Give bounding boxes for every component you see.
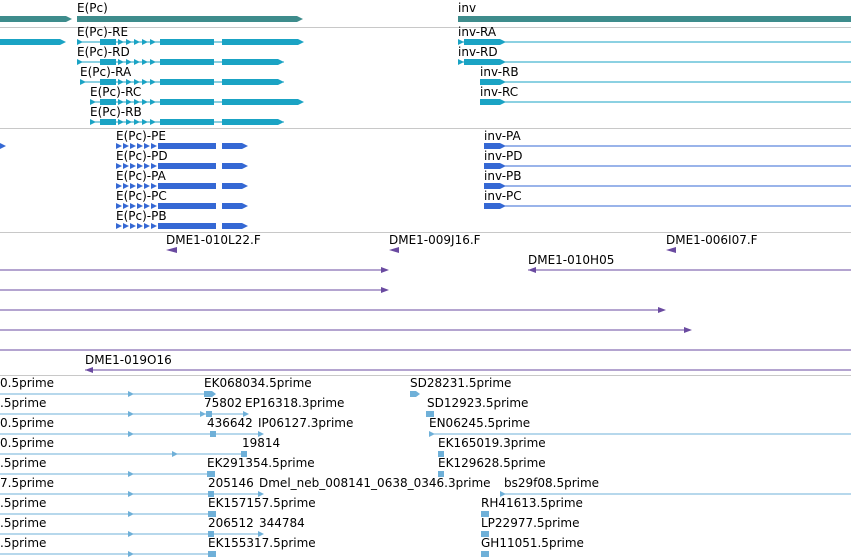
est-label[interactable]: EP16318.3prime	[245, 396, 345, 410]
est-label[interactable]: 7.5prime	[0, 476, 55, 490]
est-label[interactable]: Dmel_neb_008141_0638_0346.3prime	[259, 476, 491, 490]
est-label[interactable]: 0.5prime	[0, 416, 55, 430]
est-label[interactable]: bs29f08.5prime	[504, 476, 600, 490]
transcript-label[interactable]: E(Pc)-RD	[77, 45, 130, 59]
protein-label[interactable]: E(Pc)-PC	[116, 189, 167, 203]
transcript-label[interactable]: E(Pc)-RC	[90, 85, 142, 99]
est-label[interactable]: 344784	[259, 516, 305, 530]
est-label[interactable]: .5prime	[0, 496, 47, 510]
clone-label[interactable]: DME1-006I07.F	[666, 233, 758, 247]
transcript-label[interactable]: E(Pc)-RA	[80, 65, 132, 79]
est-label[interactable]: 205146	[208, 476, 254, 490]
est-label[interactable]: EK165019.3prime	[438, 436, 546, 450]
gene-feature-arrow	[66, 16, 72, 22]
clone-label[interactable]: DME1-009J16.F	[389, 233, 481, 247]
est-label[interactable]: RH41613.5prime	[481, 496, 583, 510]
protein-label[interactable]: inv-PB	[484, 169, 522, 183]
est-label[interactable]: .5prime	[0, 396, 47, 410]
est-label[interactable]: EK068034.5prime	[204, 376, 312, 390]
est-label[interactable]: SD28231.5prime	[410, 376, 512, 390]
protein-label[interactable]: E(Pc)-PB	[116, 209, 167, 223]
est-label[interactable]: SD12923.5prime	[427, 396, 529, 410]
gene-feature-bar[interactable]	[0, 16, 66, 22]
est-label[interactable]: EK155317.5prime	[208, 536, 316, 550]
track-separator	[0, 375, 851, 376]
est-label[interactable]: EN06245.5prime	[429, 416, 531, 430]
est-label[interactable]: .5prime	[0, 516, 47, 530]
protein-label[interactable]: E(Pc)-PE	[116, 129, 166, 143]
est-label[interactable]: LP22977.5prime	[481, 516, 580, 530]
est-label[interactable]: 19814	[242, 436, 281, 450]
transcript-label[interactable]: inv-RD	[458, 45, 498, 59]
transcript-label[interactable]: inv-RB	[480, 65, 519, 79]
gene-feature-bar[interactable]	[77, 16, 297, 22]
est-label[interactable]: .5prime	[0, 536, 47, 550]
protein-label[interactable]: inv-PA	[484, 129, 521, 143]
track-separator	[0, 232, 851, 233]
clone-label[interactable]: DME1-010L22.F	[166, 233, 261, 247]
protein-label[interactable]: inv-PD	[484, 149, 523, 163]
est-label[interactable]: 206512	[208, 516, 254, 530]
est-label[interactable]: 0.5prime	[0, 376, 55, 390]
est-label[interactable]: EK291354.5prime	[207, 456, 315, 470]
clone-label[interactable]: DME1-019O16	[85, 353, 172, 367]
track-separator	[0, 128, 851, 129]
protein-label[interactable]: inv-PC	[484, 189, 522, 203]
transcript-label[interactable]: inv-RC	[480, 85, 519, 99]
gene-label[interactable]: inv	[458, 1, 477, 15]
transcript-label[interactable]: E(Pc)-RE	[77, 25, 129, 39]
transcript-label[interactable]: inv-RA	[458, 25, 497, 39]
track-separator	[0, 27, 851, 28]
protein-label[interactable]: E(Pc)-PD	[116, 149, 168, 163]
protein-label[interactable]: E(Pc)-PA	[116, 169, 166, 183]
clone-label[interactable]: DME1-010H05	[528, 253, 615, 267]
gene-label[interactable]: E(Pc)	[77, 1, 108, 15]
est-label[interactable]: EK129628.5prime	[438, 456, 546, 470]
transcript-label[interactable]: E(Pc)-RB	[90, 105, 142, 119]
est-label[interactable]: 0.5prime	[0, 436, 55, 450]
gene-feature-arrow	[297, 16, 303, 22]
est-label[interactable]: 436642	[207, 416, 253, 430]
gene-feature-bar[interactable]	[458, 16, 851, 22]
est-label[interactable]: .5prime	[0, 456, 47, 470]
est-label[interactable]: IP06127.3prime	[258, 416, 354, 430]
est-label[interactable]: EK157157.5prime	[208, 496, 316, 510]
est-label[interactable]: 75802	[204, 396, 243, 410]
est-label[interactable]: GH11051.5prime	[481, 536, 584, 550]
